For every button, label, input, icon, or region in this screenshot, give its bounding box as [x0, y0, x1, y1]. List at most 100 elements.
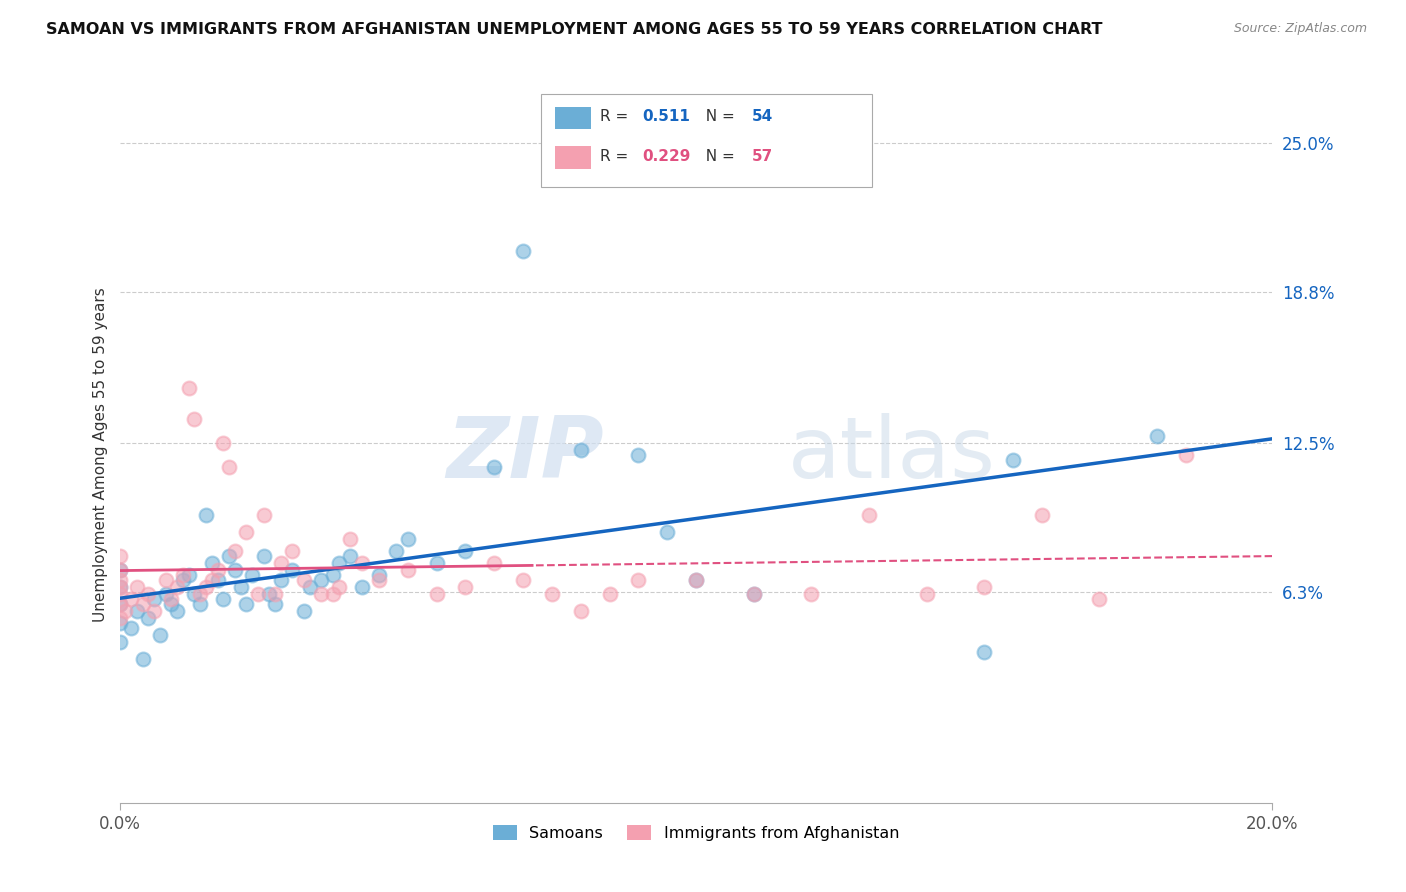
Point — [224, 544, 246, 558]
Text: R =: R = — [600, 149, 634, 163]
Point — [138, 611, 160, 625]
Text: ZIP: ZIP — [446, 413, 603, 497]
Point — [512, 244, 534, 258]
Point — [270, 556, 292, 570]
Point — [188, 597, 211, 611]
Point — [218, 459, 240, 474]
Point — [973, 645, 995, 659]
Point — [183, 587, 205, 601]
Point — [425, 556, 447, 570]
Point — [281, 563, 304, 577]
Point — [454, 580, 477, 594]
Point — [114, 604, 136, 618]
Point — [212, 436, 235, 450]
Text: 57: 57 — [752, 149, 773, 163]
Point — [125, 604, 148, 618]
Text: atlas: atlas — [789, 413, 997, 497]
Point — [229, 580, 252, 594]
Point — [298, 580, 321, 594]
Point — [685, 573, 707, 587]
Point — [108, 573, 131, 587]
Point — [160, 591, 183, 606]
Point — [183, 412, 205, 426]
Point — [915, 587, 938, 601]
Point — [1001, 452, 1024, 467]
Point — [108, 611, 131, 625]
Point — [569, 604, 592, 618]
Point — [309, 573, 333, 587]
Point — [108, 580, 131, 594]
Point — [1175, 448, 1198, 462]
Point — [125, 580, 148, 594]
Point — [212, 591, 235, 606]
Point — [339, 549, 361, 563]
Text: SAMOAN VS IMMIGRANTS FROM AFGHANISTAN UNEMPLOYMENT AMONG AGES 55 TO 59 YEARS COR: SAMOAN VS IMMIGRANTS FROM AFGHANISTAN UN… — [46, 22, 1102, 37]
Text: 0.511: 0.511 — [643, 110, 690, 124]
Point — [218, 549, 240, 563]
Text: 54: 54 — [752, 110, 773, 124]
Point — [108, 635, 131, 649]
Point — [131, 597, 153, 611]
Legend: Samoans, Immigrants from Afghanistan: Samoans, Immigrants from Afghanistan — [486, 818, 905, 847]
Point — [322, 567, 344, 582]
Point — [322, 587, 344, 601]
Point — [155, 587, 177, 601]
Point — [108, 587, 131, 601]
Point — [368, 567, 391, 582]
Point — [742, 587, 765, 601]
Point — [160, 597, 183, 611]
Point — [253, 549, 276, 563]
Point — [512, 573, 534, 587]
Point — [264, 597, 287, 611]
Point — [131, 652, 153, 666]
Y-axis label: Unemployment Among Ages 55 to 59 years: Unemployment Among Ages 55 to 59 years — [93, 287, 108, 623]
Text: R =: R = — [600, 110, 634, 124]
Point — [224, 563, 246, 577]
Text: Source: ZipAtlas.com: Source: ZipAtlas.com — [1233, 22, 1367, 36]
Point — [292, 604, 315, 618]
Point — [177, 567, 200, 582]
Point — [253, 508, 276, 522]
Point — [235, 597, 257, 611]
Point — [108, 597, 131, 611]
Point — [800, 587, 823, 601]
Point — [138, 587, 160, 601]
Point — [627, 448, 650, 462]
Point — [177, 381, 200, 395]
Point — [246, 587, 269, 601]
Point — [858, 508, 880, 522]
Point — [350, 580, 373, 594]
Point — [1088, 591, 1111, 606]
Point — [155, 573, 177, 587]
Point — [207, 563, 229, 577]
Point — [240, 567, 263, 582]
Point — [1146, 428, 1168, 442]
Point — [350, 556, 373, 570]
Point — [368, 573, 391, 587]
Point — [627, 573, 650, 587]
Point — [108, 563, 131, 577]
Point — [188, 587, 211, 601]
Point — [172, 573, 194, 587]
Point — [201, 573, 224, 587]
Point — [143, 591, 166, 606]
Point — [166, 604, 188, 618]
Text: N =: N = — [696, 110, 740, 124]
Point — [328, 556, 350, 570]
Text: N =: N = — [696, 149, 740, 163]
Point — [194, 580, 218, 594]
Point — [484, 556, 506, 570]
Text: 0.229: 0.229 — [643, 149, 690, 163]
Point — [292, 573, 315, 587]
Point — [973, 580, 995, 594]
Point — [270, 573, 292, 587]
Point — [201, 556, 224, 570]
Point — [685, 573, 707, 587]
Point — [281, 544, 304, 558]
Point — [599, 587, 621, 601]
Point — [166, 580, 188, 594]
Point — [120, 591, 142, 606]
Point — [484, 459, 506, 474]
Point — [120, 621, 142, 635]
Point — [655, 524, 679, 539]
